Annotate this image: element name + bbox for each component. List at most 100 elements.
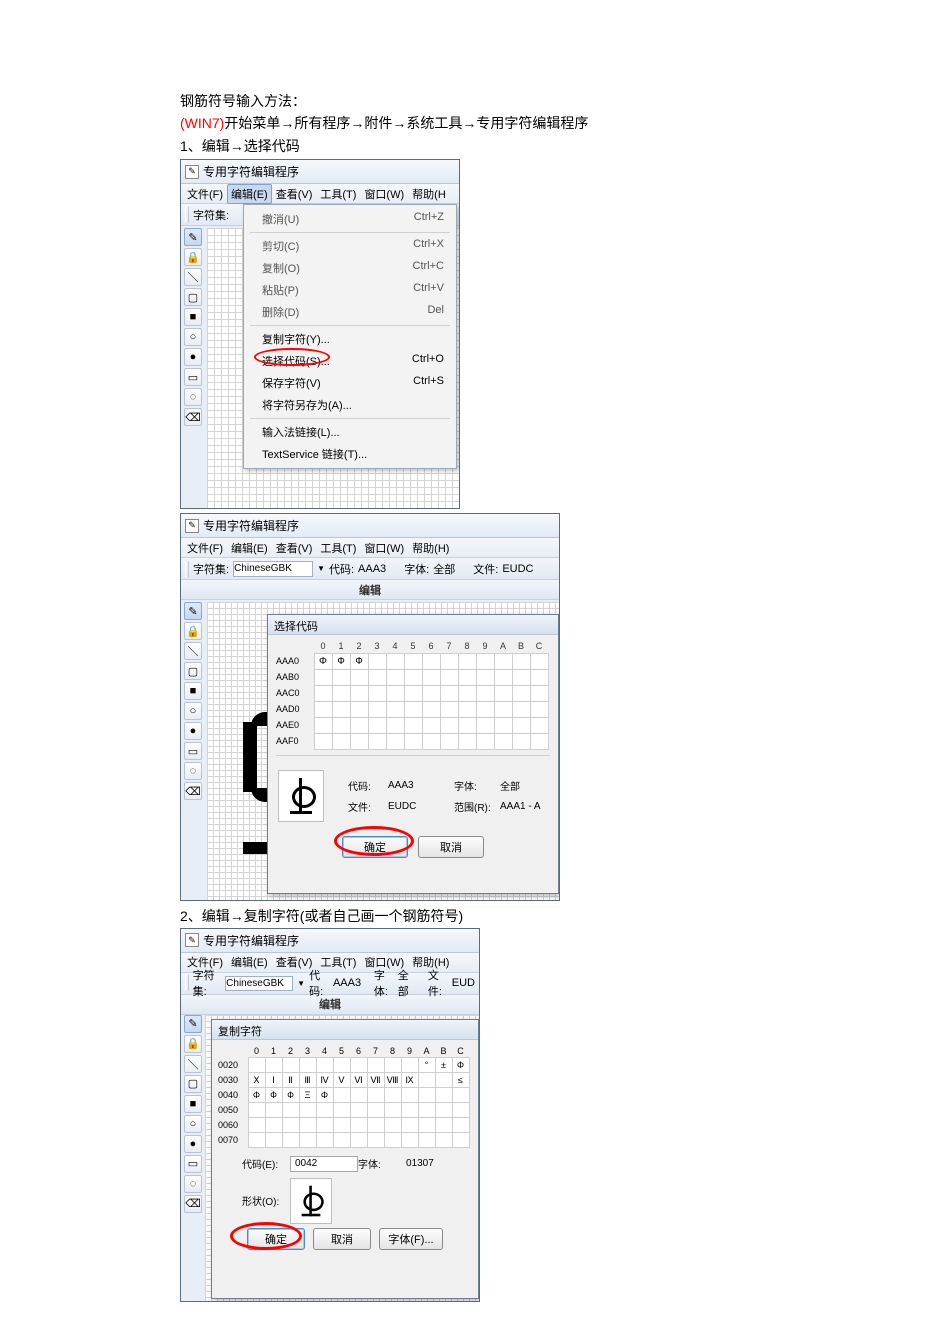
grid-cell[interactable]: Ф — [282, 1087, 300, 1103]
grid-cell[interactable] — [452, 1087, 470, 1103]
grid-cell[interactable] — [384, 1057, 402, 1073]
grid-cell[interactable] — [401, 1087, 419, 1103]
grid-cell[interactable]: Ⅱ — [282, 1072, 300, 1088]
menu-textservice-link[interactable]: TextService 链接(T)... — [246, 443, 454, 465]
tool-line[interactable]: ＼ — [184, 1055, 202, 1073]
menu-edit[interactable]: 编辑(E) — [227, 184, 272, 204]
grid-cell[interactable] — [248, 1117, 266, 1133]
menu-file[interactable]: 文件(F) — [183, 184, 227, 204]
grid-cell[interactable] — [367, 1102, 385, 1118]
grid-cell[interactable] — [452, 1117, 470, 1133]
grid-cell[interactable] — [333, 1102, 351, 1118]
grid-cell[interactable] — [452, 1132, 470, 1148]
grid-cell[interactable] — [418, 1117, 436, 1133]
tool-fillrect[interactable]: ■ — [184, 308, 202, 326]
tool-rect[interactable]: ▢ — [184, 1075, 202, 1093]
menu-view[interactable]: 查看(V) — [272, 538, 317, 558]
charset-combo[interactable] — [233, 561, 313, 577]
grid-cell[interactable] — [299, 1102, 317, 1118]
grid-cell[interactable]: ± — [435, 1057, 453, 1073]
grid-cell[interactable] — [367, 1117, 385, 1133]
menu-help[interactable]: 帮助(H — [408, 184, 450, 204]
grid-cell[interactable] — [282, 1132, 300, 1148]
menu-edit[interactable]: 编辑(E) — [227, 952, 272, 972]
grid-cell[interactable]: Ⅶ — [367, 1072, 385, 1088]
grid-cell[interactable]: Ⅹ — [248, 1072, 266, 1088]
menu-save-char[interactable]: 保存字符(V)Ctrl+S — [246, 372, 454, 394]
grid-cell[interactable] — [435, 1132, 453, 1148]
grid-cell[interactable] — [350, 1102, 368, 1118]
menu-cut[interactable]: 剪切(C)Ctrl+X — [246, 235, 454, 257]
grid-cell[interactable]: ° — [418, 1057, 436, 1073]
grid-cell[interactable] — [350, 1117, 368, 1133]
menu-copy-char[interactable]: 复制字符(Y)... — [246, 328, 454, 350]
tool-fillcircle[interactable]: ● — [184, 348, 202, 366]
grid-cell[interactable] — [418, 1102, 436, 1118]
tool-eraser[interactable]: ⌫ — [184, 782, 202, 800]
grid-cell[interactable] — [333, 1087, 351, 1103]
grid-cell[interactable] — [435, 1072, 453, 1088]
grid-cell[interactable]: Ⅳ — [316, 1072, 334, 1088]
tool-rect[interactable]: ▢ — [184, 288, 202, 306]
tool-pencil[interactable]: ✎ — [184, 1015, 202, 1033]
grid-cell[interactable] — [367, 1087, 385, 1103]
tool-fillcircle[interactable]: ● — [184, 722, 202, 740]
grid-cell[interactable] — [282, 1102, 300, 1118]
grid-cell[interactable] — [384, 1102, 402, 1118]
grid-cell[interactable] — [316, 1102, 334, 1118]
charset-combo[interactable] — [225, 976, 293, 991]
grid-cell[interactable] — [401, 1117, 419, 1133]
menu-copy[interactable]: 复制(O)Ctrl+C — [246, 257, 454, 279]
tool-dashrect[interactable]: ▭ — [184, 742, 202, 760]
grid-cell[interactable]: Ξ — [299, 1087, 317, 1103]
tool-dashrect[interactable]: ▭ — [184, 1155, 202, 1173]
grid-cell[interactable] — [282, 1057, 300, 1073]
tool-lock[interactable]: 🔒 — [184, 622, 202, 640]
menu-edit[interactable]: 编辑(E) — [227, 538, 272, 558]
grid-cell[interactable] — [418, 1132, 436, 1148]
field-code-input[interactable] — [290, 1156, 358, 1172]
grid-cell[interactable] — [299, 1117, 317, 1133]
grid-cell[interactable]: Φ — [452, 1057, 470, 1073]
grid-cell[interactable] — [418, 1087, 436, 1103]
grid-cell[interactable] — [248, 1132, 266, 1148]
grid-cell[interactable] — [248, 1057, 266, 1073]
grid-cell[interactable]: Φ — [316, 1087, 334, 1103]
menu-view[interactable]: 查看(V) — [272, 184, 317, 204]
tool-fillrect[interactable]: ■ — [184, 682, 202, 700]
menu-save-as[interactable]: 将字符另存为(A)... — [246, 394, 454, 416]
grid-cell[interactable]: Ⅰ — [265, 1072, 283, 1088]
grid-cell[interactable] — [418, 1072, 436, 1088]
grid-cell[interactable] — [316, 1117, 334, 1133]
menu-window[interactable]: 窗口(W) — [360, 184, 408, 204]
grid-cell[interactable] — [350, 1132, 368, 1148]
grid-cell[interactable] — [299, 1132, 317, 1148]
grid-cell[interactable]: Ⅵ — [350, 1072, 368, 1088]
tool-line[interactable]: ＼ — [184, 268, 202, 286]
grid-cell[interactable] — [401, 1102, 419, 1118]
grid-cell[interactable]: Ⅲ — [299, 1072, 317, 1088]
grid-cell[interactable] — [384, 1117, 402, 1133]
grid-cell[interactable] — [316, 1057, 334, 1073]
ok-button[interactable]: 确定 — [247, 1228, 305, 1250]
menu-help[interactable]: 帮助(H) — [408, 538, 453, 558]
tool-dashcircle[interactable]: ◌ — [184, 1175, 202, 1193]
tool-dashcircle[interactable]: ◌ — [184, 388, 202, 406]
grid-cell[interactable] — [350, 1087, 368, 1103]
grid-cell[interactable] — [333, 1057, 351, 1073]
menu-file[interactable]: 文件(F) — [183, 538, 227, 558]
grid-cell[interactable] — [265, 1057, 283, 1073]
grid-cell[interactable] — [316, 1132, 334, 1148]
tool-lock[interactable]: 🔒 — [184, 248, 202, 266]
tool-lock[interactable]: 🔒 — [184, 1035, 202, 1053]
grid-cell[interactable] — [367, 1057, 385, 1073]
tool-eraser[interactable]: ⌫ — [184, 408, 202, 426]
tool-line[interactable]: ＼ — [184, 642, 202, 660]
menu-window[interactable]: 窗口(W) — [360, 538, 408, 558]
grid-cell[interactable]: Ⅸ — [401, 1072, 419, 1088]
grid-cell[interactable]: Ф — [265, 1087, 283, 1103]
grid-cell[interactable] — [367, 1132, 385, 1148]
grid-cell[interactable] — [350, 1057, 368, 1073]
tool-pencil[interactable]: ✎ — [184, 602, 202, 620]
menu-ime-link[interactable]: 输入法链接(L)... — [246, 421, 454, 443]
